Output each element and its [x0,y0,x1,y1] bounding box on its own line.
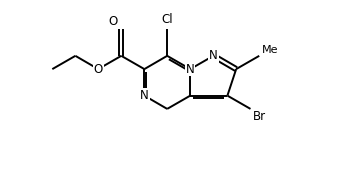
Text: Br: Br [253,110,266,123]
Text: O: O [108,15,117,28]
Text: O: O [93,63,103,76]
Text: Me: Me [262,44,278,54]
Text: N: N [209,49,218,62]
Text: N: N [186,63,195,76]
Text: N: N [140,89,149,102]
Text: Cl: Cl [161,13,173,26]
